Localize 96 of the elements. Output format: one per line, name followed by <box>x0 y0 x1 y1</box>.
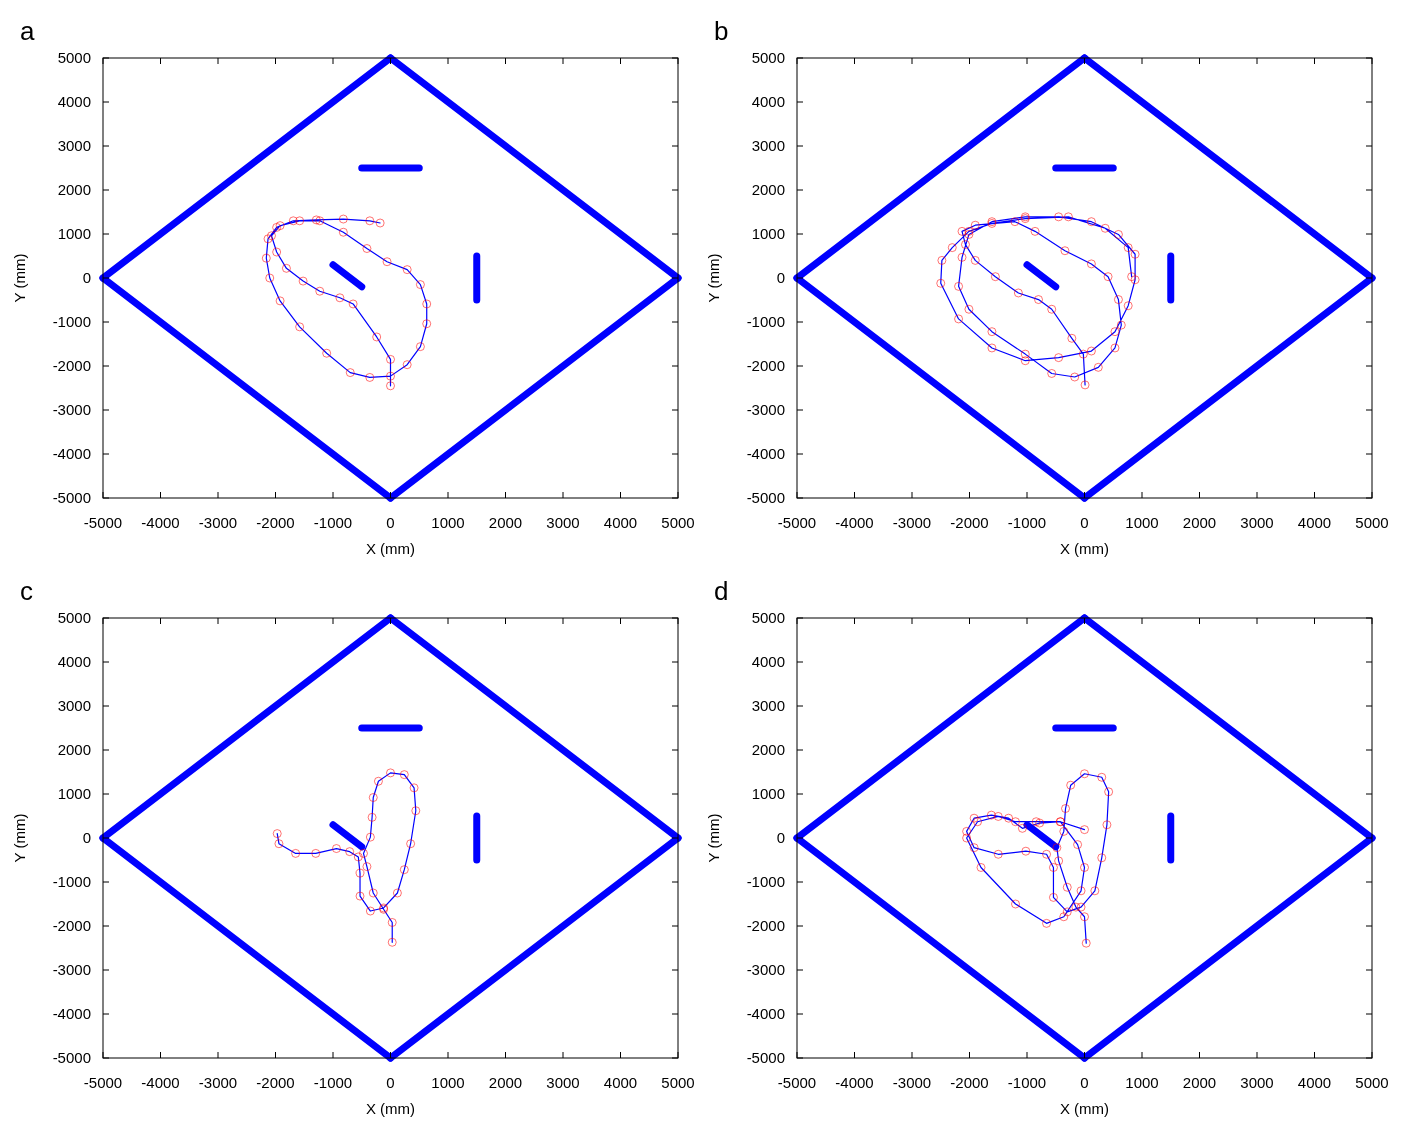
x-tick-label: 5000 <box>661 1074 695 1091</box>
x-tick-label: 0 <box>1080 514 1089 531</box>
y-tick-label: 4000 <box>751 653 785 670</box>
x-tick-label: -3000 <box>892 1074 932 1091</box>
y-tick-label: -1000 <box>52 313 91 330</box>
y-tick-label: 3000 <box>57 137 91 154</box>
y-tick-label: 0 <box>776 269 785 286</box>
x-tick-label: -1000 <box>313 1074 353 1091</box>
y-tick-label: 5000 <box>751 49 785 66</box>
x-axis-title: X (mm) <box>365 540 416 557</box>
x-tick-label: 4000 <box>603 1074 638 1091</box>
y-tick-label: -1000 <box>746 313 785 330</box>
x-tick-label: -2000 <box>256 1074 295 1091</box>
y-tick-label: 3000 <box>57 697 91 714</box>
y-axis-title: Y (mm) <box>705 253 722 303</box>
y-tick-label: -2000 <box>746 357 785 374</box>
y-tick-label: -5000 <box>746 1049 785 1066</box>
x-tick-label: 0 <box>386 1074 395 1091</box>
chart-title: b <box>714 16 729 46</box>
x-tick-label: 2000 <box>1182 514 1217 531</box>
x-tick-label: -3000 <box>198 514 238 531</box>
y-tick-label: 2000 <box>751 181 785 198</box>
x-tick-label: 5000 <box>1355 1074 1389 1091</box>
y-tick-label: 5000 <box>57 609 91 626</box>
y-tick-label: -3000 <box>52 961 91 978</box>
y-tick-label: -4000 <box>52 445 91 462</box>
x-tick-label: 3000 <box>1240 1074 1274 1091</box>
x-tick-label: 0 <box>386 514 395 531</box>
y-tick-label: 1000 <box>57 225 91 242</box>
y-tick-label: 2000 <box>751 741 785 758</box>
y-tick-label: 1000 <box>751 225 785 242</box>
chart-title: a <box>20 16 35 46</box>
y-tick-label: 4000 <box>57 653 91 670</box>
x-tick-label: 4000 <box>603 514 638 531</box>
y-tick-label: 2000 <box>57 181 91 198</box>
x-tick-label: -2000 <box>256 514 295 531</box>
y-tick-label: 1000 <box>751 785 785 802</box>
y-tick-label: 3000 <box>751 137 785 154</box>
y-tick-label: -2000 <box>52 357 91 374</box>
x-tick-label: -4000 <box>141 1074 180 1091</box>
y-tick-label: -1000 <box>52 873 91 890</box>
x-tick-label: 3000 <box>546 514 580 531</box>
x-tick-label: 5000 <box>1355 514 1389 531</box>
x-tick-label: 3000 <box>546 1074 580 1091</box>
x-tick-label: 2000 <box>488 1074 523 1091</box>
x-axis-title: X (mm) <box>1059 1100 1110 1117</box>
y-tick-label: -3000 <box>746 401 785 418</box>
y-tick-label: 0 <box>776 829 785 846</box>
y-tick-label: 0 <box>82 829 91 846</box>
x-tick-label: 1000 <box>1125 1074 1159 1091</box>
x-tick-label: 4000 <box>1297 514 1332 531</box>
y-tick-label: -4000 <box>52 1005 91 1022</box>
y-tick-label: 2000 <box>57 741 91 758</box>
y-tick-label: -2000 <box>746 917 785 934</box>
y-axis-title: Y (mm) <box>11 253 28 303</box>
x-tick-label: -1000 <box>1007 514 1047 531</box>
x-tick-label: -4000 <box>835 514 874 531</box>
x-tick-label: -4000 <box>141 514 180 531</box>
y-axis-title: Y (mm) <box>11 813 28 863</box>
x-axis-title: X (mm) <box>365 1100 416 1117</box>
y-tick-label: 4000 <box>57 93 91 110</box>
x-tick-label: 0 <box>1080 1074 1089 1091</box>
x-tick-label: 4000 <box>1297 1074 1332 1091</box>
x-tick-label: 2000 <box>1182 1074 1217 1091</box>
y-tick-label: -4000 <box>746 445 785 462</box>
y-tick-label: -5000 <box>746 489 785 506</box>
y-tick-label: -5000 <box>52 1049 91 1066</box>
x-tick-label: 2000 <box>488 514 523 531</box>
chart-title: c <box>20 576 33 606</box>
y-tick-label: -2000 <box>52 917 91 934</box>
x-tick-label: 1000 <box>431 514 465 531</box>
x-tick-label: -3000 <box>892 514 932 531</box>
x-tick-label: 1000 <box>1125 514 1159 531</box>
y-tick-label: -3000 <box>52 401 91 418</box>
y-tick-label: 4000 <box>751 93 785 110</box>
x-tick-label: -3000 <box>198 1074 238 1091</box>
x-tick-label: 3000 <box>1240 514 1274 531</box>
y-tick-label: 5000 <box>57 49 91 66</box>
x-tick-label: -2000 <box>950 1074 989 1091</box>
x-tick-label: -4000 <box>835 1074 874 1091</box>
y-tick-label: -3000 <box>746 961 785 978</box>
x-tick-label: -1000 <box>313 514 353 531</box>
chart-title: d <box>714 576 729 606</box>
x-tick-label: 5000 <box>661 514 695 531</box>
y-tick-label: 1000 <box>57 785 91 802</box>
y-tick-label: 5000 <box>751 609 785 626</box>
x-tick-label: -2000 <box>950 514 989 531</box>
y-tick-label: -5000 <box>52 489 91 506</box>
x-tick-label: -1000 <box>1007 1074 1047 1091</box>
x-tick-label: 1000 <box>431 1074 465 1091</box>
x-axis-title: X (mm) <box>1059 540 1110 557</box>
y-tick-label: -1000 <box>746 873 785 890</box>
y-tick-label: 0 <box>82 269 91 286</box>
y-tick-label: -4000 <box>746 1005 785 1022</box>
y-axis-title: Y (mm) <box>705 813 722 863</box>
y-tick-label: 3000 <box>751 697 785 714</box>
